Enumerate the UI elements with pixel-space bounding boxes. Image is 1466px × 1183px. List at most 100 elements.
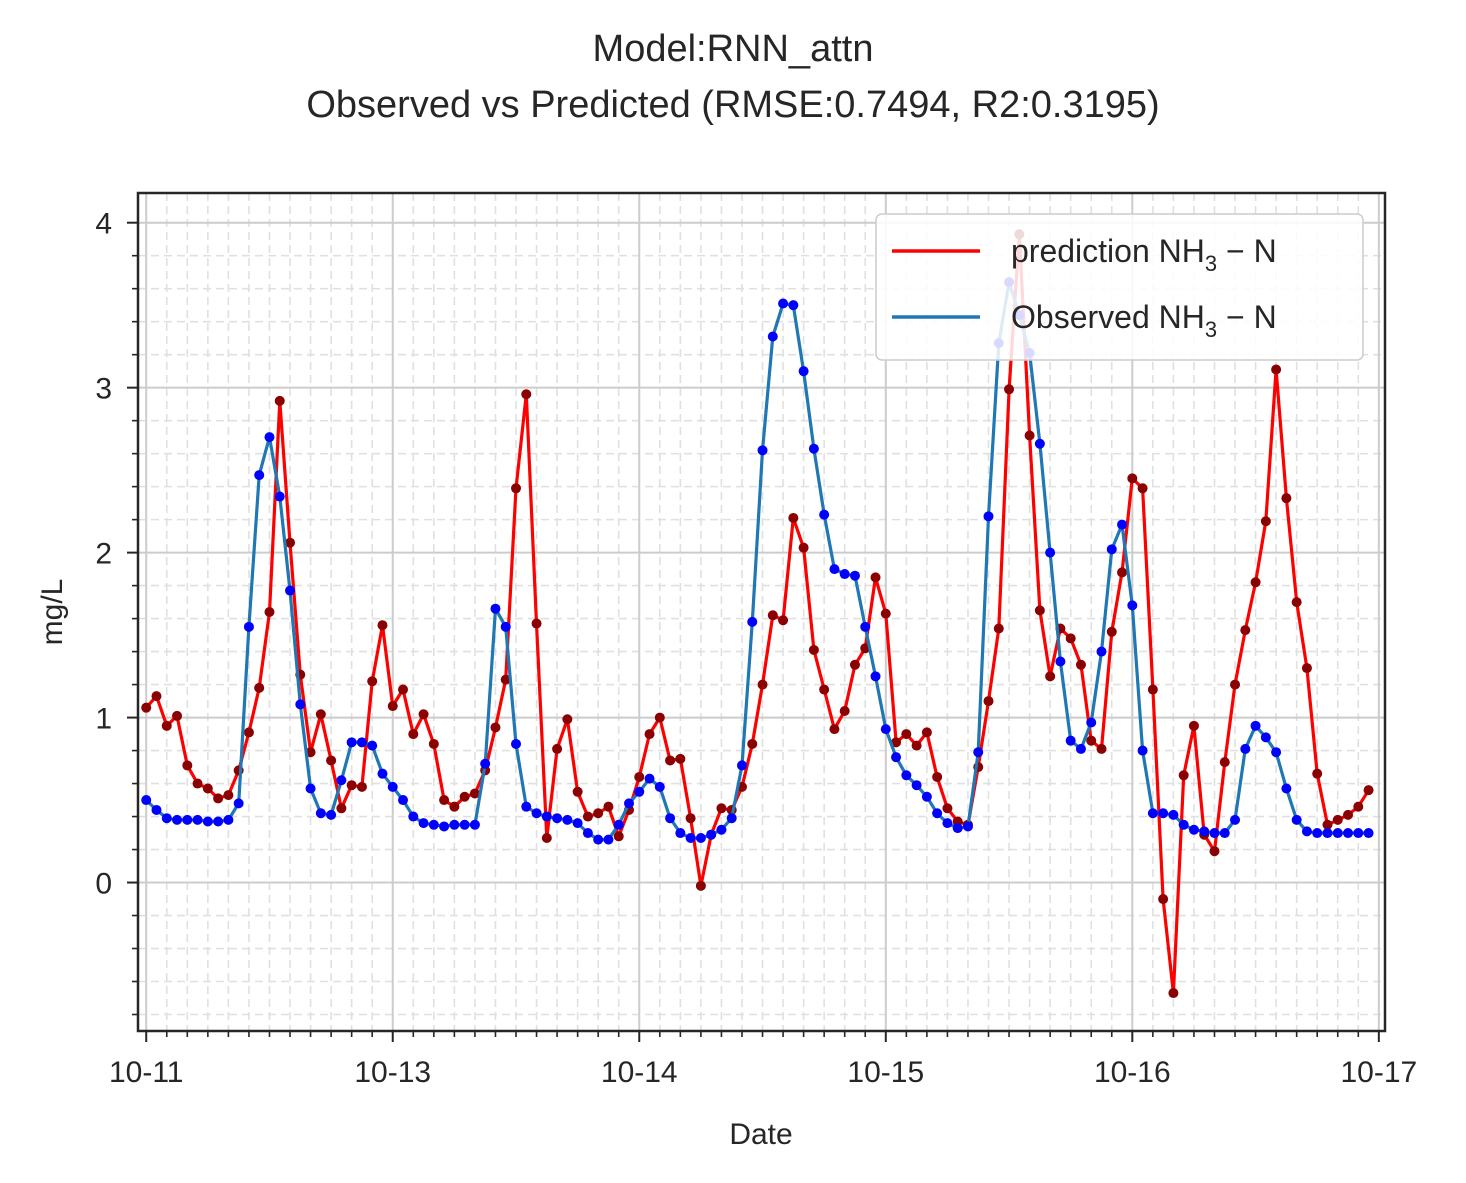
data-point-prediction <box>562 714 573 725</box>
data-point-observed <box>1075 743 1086 754</box>
data-point-observed <box>665 813 676 824</box>
data-point-observed <box>808 443 819 454</box>
data-point-prediction <box>1004 384 1015 395</box>
data-point-prediction <box>1034 605 1045 616</box>
y-axis-label: mg/L <box>36 579 69 646</box>
data-point-prediction <box>274 395 285 406</box>
data-point-observed <box>1096 646 1107 657</box>
data-point-observed <box>346 737 357 748</box>
data-point-observed <box>839 569 850 580</box>
data-point-prediction <box>1096 743 1107 754</box>
data-point-prediction <box>767 610 778 621</box>
data-point-observed <box>1332 828 1343 839</box>
data-point-prediction <box>1343 809 1354 820</box>
data-point-observed <box>1117 519 1128 530</box>
data-point-observed <box>418 818 429 829</box>
x-tick-label: 10-11 <box>109 1056 184 1089</box>
legend-box <box>875 213 1364 361</box>
data-point-prediction <box>1219 757 1230 768</box>
data-point-prediction <box>315 709 326 720</box>
data-point-prediction <box>644 729 655 740</box>
data-point-prediction <box>778 615 789 626</box>
data-point-observed <box>675 828 686 839</box>
data-point-prediction <box>829 724 840 735</box>
x-tick-label: 10-17 <box>1340 1056 1417 1089</box>
data-point-prediction <box>819 684 830 695</box>
data-point-observed <box>819 509 830 520</box>
data-point-observed <box>387 781 398 792</box>
data-point-observed <box>1343 828 1354 839</box>
data-point-observed <box>1209 828 1220 839</box>
data-point-observed <box>1106 544 1117 555</box>
data-point-prediction <box>182 760 193 771</box>
data-point-observed <box>623 798 634 809</box>
y-tick-label: 0 <box>95 868 112 901</box>
data-point-observed <box>593 834 604 845</box>
data-point-observed <box>860 621 871 632</box>
data-point-observed <box>521 801 532 812</box>
data-point-prediction <box>1312 768 1323 779</box>
data-point-observed <box>511 738 522 749</box>
data-point-observed <box>1271 747 1282 758</box>
data-point-prediction <box>151 691 162 702</box>
data-point-prediction <box>398 684 409 695</box>
data-point-prediction <box>1353 801 1364 812</box>
data-point-prediction <box>511 483 522 494</box>
data-point-prediction <box>870 572 881 583</box>
data-point-observed <box>1147 808 1158 819</box>
y-tick-label: 1 <box>95 703 112 736</box>
data-point-prediction <box>1106 626 1117 637</box>
data-point-prediction <box>1117 567 1128 578</box>
data-point-prediction <box>1024 430 1035 441</box>
data-point-observed <box>1168 809 1179 820</box>
data-point-prediction <box>1158 894 1169 905</box>
data-point-prediction <box>223 790 234 801</box>
data-point-prediction <box>469 788 480 799</box>
data-point-prediction <box>531 618 542 629</box>
data-point-observed <box>449 819 460 830</box>
data-point-prediction <box>490 722 501 733</box>
x-tick-label: 10-15 <box>847 1056 924 1089</box>
data-point-prediction <box>849 659 860 670</box>
data-point-observed <box>172 814 183 825</box>
data-point-observed <box>654 781 665 792</box>
data-point-observed <box>706 829 717 840</box>
data-point-prediction <box>336 803 347 814</box>
data-point-observed <box>1219 828 1230 839</box>
data-point-observed <box>891 752 902 763</box>
data-point-observed <box>182 814 193 825</box>
data-point-observed <box>541 811 552 822</box>
data-point-observed <box>490 603 501 614</box>
data-point-observed <box>983 511 994 522</box>
data-point-observed <box>1137 745 1148 756</box>
data-point-prediction <box>603 801 614 812</box>
data-point-prediction <box>757 679 768 690</box>
data-point-prediction <box>654 712 665 723</box>
data-point-prediction <box>685 813 696 824</box>
x-tick-label: 10-13 <box>354 1056 431 1089</box>
legend-label-prediction: prediction NH3 − N <box>1011 233 1277 276</box>
data-point-prediction <box>1291 597 1302 608</box>
data-point-prediction <box>1209 846 1220 857</box>
data-point-prediction <box>161 720 172 731</box>
data-point-prediction <box>552 743 563 754</box>
data-point-prediction <box>993 623 1004 634</box>
data-point-observed <box>716 824 727 835</box>
data-point-observed <box>1353 828 1364 839</box>
data-point-observed <box>562 814 573 825</box>
data-point-observed <box>1363 828 1374 839</box>
data-point-observed <box>295 699 306 710</box>
data-point-prediction <box>1086 735 1097 746</box>
data-point-observed <box>274 491 285 502</box>
data-point-prediction <box>716 803 727 814</box>
data-point-observed <box>726 813 737 824</box>
y-tick-label: 4 <box>95 208 112 241</box>
data-point-prediction <box>983 696 994 707</box>
data-point-prediction <box>428 738 439 749</box>
data-point-prediction <box>1301 663 1312 674</box>
data-point-observed <box>213 816 224 827</box>
data-point-prediction <box>1271 364 1282 375</box>
data-point-prediction <box>377 620 388 631</box>
data-point-observed <box>767 331 778 342</box>
data-point-observed <box>1312 828 1323 839</box>
